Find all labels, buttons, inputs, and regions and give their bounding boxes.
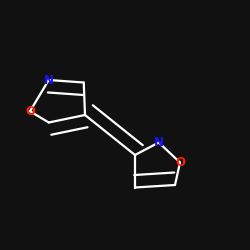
- Text: O: O: [25, 105, 35, 118]
- Text: O: O: [175, 156, 185, 169]
- Text: N: N: [154, 136, 164, 149]
- Text: N: N: [44, 74, 54, 86]
